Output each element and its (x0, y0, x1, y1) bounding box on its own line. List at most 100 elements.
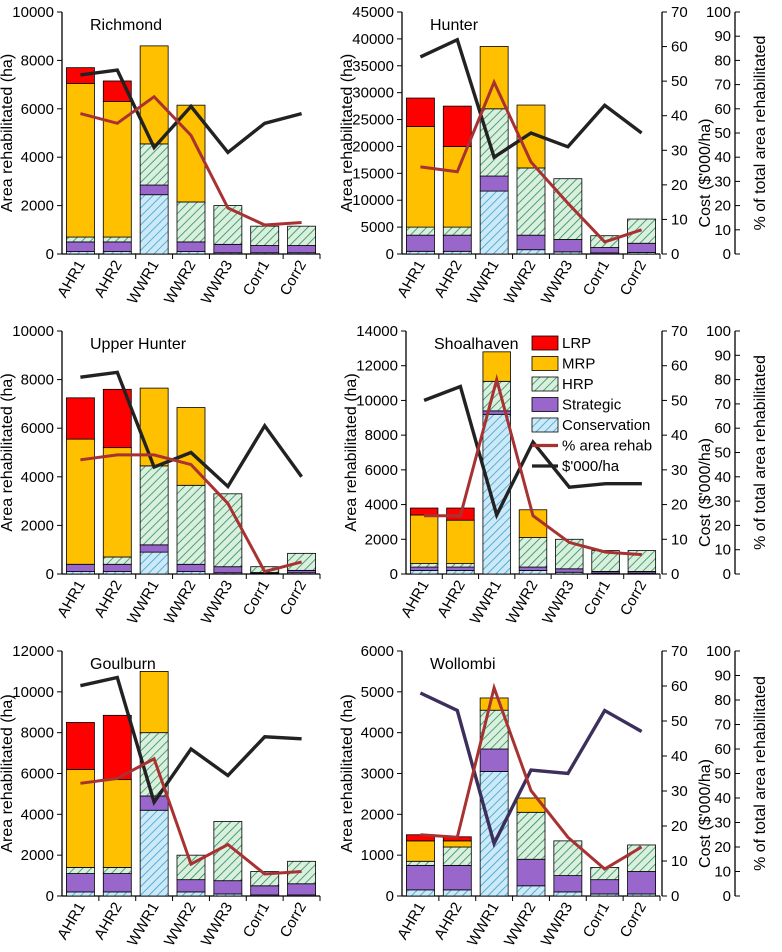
bar-mrp-ahr1 (406, 840, 435, 862)
bar-hrp-ahr2 (446, 563, 475, 568)
bar-conservation-wwr1 (479, 771, 509, 897)
x-tick-label: WWR3 (198, 258, 236, 308)
line-pct-area-rehab (424, 373, 643, 557)
bar-mrp-ahr1 (406, 126, 435, 228)
pct-tick-label: 20 (714, 839, 731, 856)
bar-hrp-ahr2 (102, 556, 132, 565)
y-tick-label: 10000 (12, 684, 54, 701)
y-tick-label: 1000 (361, 847, 394, 864)
x-tick-label: Corr1 (240, 578, 273, 619)
y-tick-label: 10000 (12, 323, 54, 340)
bar-hrp-ahr1 (409, 563, 439, 568)
y-tick-label: 6000 (21, 766, 54, 783)
bar-lrp-ahr1 (409, 507, 439, 516)
bar-strategic-ahr2 (102, 241, 132, 252)
y-tick-label: 10000 (352, 192, 394, 209)
cost-tick-label: 60 (671, 358, 688, 375)
bar-hrp-ahr1 (406, 226, 435, 236)
pct-tick-label: 60 (714, 101, 731, 118)
cost-tick-label: 30 (671, 462, 688, 479)
y-tick-label: 45000 (352, 4, 394, 21)
legend-label-conservation: Conservation (562, 417, 650, 434)
panel-hunter: 0500010000150002000025000300003500040000… (339, 4, 769, 307)
bar-strategic-ahr2 (442, 234, 472, 252)
x-tick-label: WWR2 (161, 258, 199, 308)
y-tick-label: 12000 (12, 643, 54, 660)
legend-label-strategic: Strategic (562, 397, 622, 414)
bar-conservation-wwr1 (139, 194, 169, 255)
legend-swatch-strategic (531, 397, 559, 412)
y-axis-cost-label: Cost ($'000/ha) (697, 759, 714, 868)
y-tick-label: 0 (386, 246, 394, 263)
x-tick-label: WWR2 (161, 900, 199, 950)
x-tick-label: WWR3 (538, 258, 576, 308)
bar-hrp-ahr2 (442, 226, 472, 236)
y-tick-label: 3000 (361, 766, 394, 783)
bar-hrp-corr2 (287, 225, 316, 246)
line-pct-area-rehab (80, 453, 302, 574)
y-axis-cost-label: Cost ($'000/ha) (697, 438, 714, 547)
bar-hrp-wwr1 (482, 380, 511, 412)
x-tick-label: Corr2 (277, 578, 310, 619)
pct-tick-label: 70 (714, 396, 731, 413)
x-tick-label: AHR1 (398, 578, 433, 621)
bar-conservation-wwr1 (139, 551, 169, 575)
y-axis-label: Area rehabilitated (ha) (0, 373, 16, 531)
bar-hrp-wwr2 (518, 537, 548, 568)
legend-swatch-lrp (531, 335, 559, 351)
cost-tick-label: 0 (671, 246, 679, 263)
pct-tick-label: 90 (714, 668, 731, 685)
cost-tick-label: 50 (671, 713, 688, 730)
x-tick-label: Corr2 (617, 258, 650, 299)
x-tick-label: Corr1 (240, 900, 273, 941)
pct-tick-label: 30 (714, 815, 731, 832)
x-tick-label: WWR1 (467, 578, 505, 628)
bar-hrp-ahr1 (66, 867, 95, 874)
chart-title: Upper Hunter (90, 336, 187, 353)
pct-tick-label: 30 (714, 493, 731, 510)
bar-strategic-wwr3 (213, 880, 243, 895)
bar-strategic-wwr2 (176, 879, 206, 893)
x-tick-label: AHR1 (394, 258, 429, 301)
bar-strategic-wwr2 (516, 858, 546, 887)
bar-conservation-ahr2 (102, 891, 132, 897)
bar-conservation-wwr3 (553, 891, 583, 897)
pct-tick-label: 40 (714, 790, 731, 807)
bar-hrp-wwr1 (479, 108, 509, 177)
bar-mrp-ahr1 (409, 514, 439, 564)
x-tick-label: AHR2 (91, 900, 126, 943)
pct-tick-label: 60 (714, 741, 731, 758)
y-tick-label: 2000 (361, 806, 394, 823)
bar-strategic-ahr1 (66, 241, 95, 252)
bar-strategic-wwr2 (176, 241, 206, 252)
bar-mrp-ahr2 (102, 447, 132, 558)
bar-conservation-ahr1 (66, 891, 95, 897)
pct-tick-label: 80 (714, 52, 731, 69)
cost-tick-label: 70 (671, 323, 688, 340)
y-tick-label: 0 (386, 888, 394, 905)
y-tick-label: 14000 (356, 323, 398, 340)
bar-strategic-corr2 (287, 245, 316, 254)
bar-strategic-ahr2 (446, 566, 475, 571)
chart-title: Goulburn (90, 656, 156, 673)
y-axis-pct-label: % of total area rehabilitated (752, 676, 769, 871)
bar-strategic-corr1 (590, 247, 620, 254)
chart-title: Wollombi (430, 656, 496, 673)
x-tick-label: Corr2 (617, 578, 650, 619)
y-tick-label: 15000 (352, 165, 394, 182)
y-tick-label: 12000 (356, 358, 398, 375)
x-tick-label: AHR1 (394, 900, 429, 943)
y-tick-label: 4000 (365, 497, 398, 514)
legend-swatch-mrp (531, 356, 559, 371)
chart-title: Hunter (430, 17, 479, 34)
bar-strategic-wwr1 (479, 175, 509, 192)
y-tick-label: 8000 (21, 725, 54, 742)
y-tick-label: 8000 (21, 372, 54, 389)
x-tick-label: Corr1 (580, 258, 613, 299)
panel-richmond: 0 2000 4000 6000 8000 10000 Area rehabilitated… (0, 4, 321, 308)
x-tick-label: AHR1 (54, 258, 89, 301)
bar-lrp-ahr2 (102, 714, 132, 781)
x-tick-label: WWR3 (198, 578, 236, 628)
bar-strategic-wwr1 (479, 748, 509, 772)
